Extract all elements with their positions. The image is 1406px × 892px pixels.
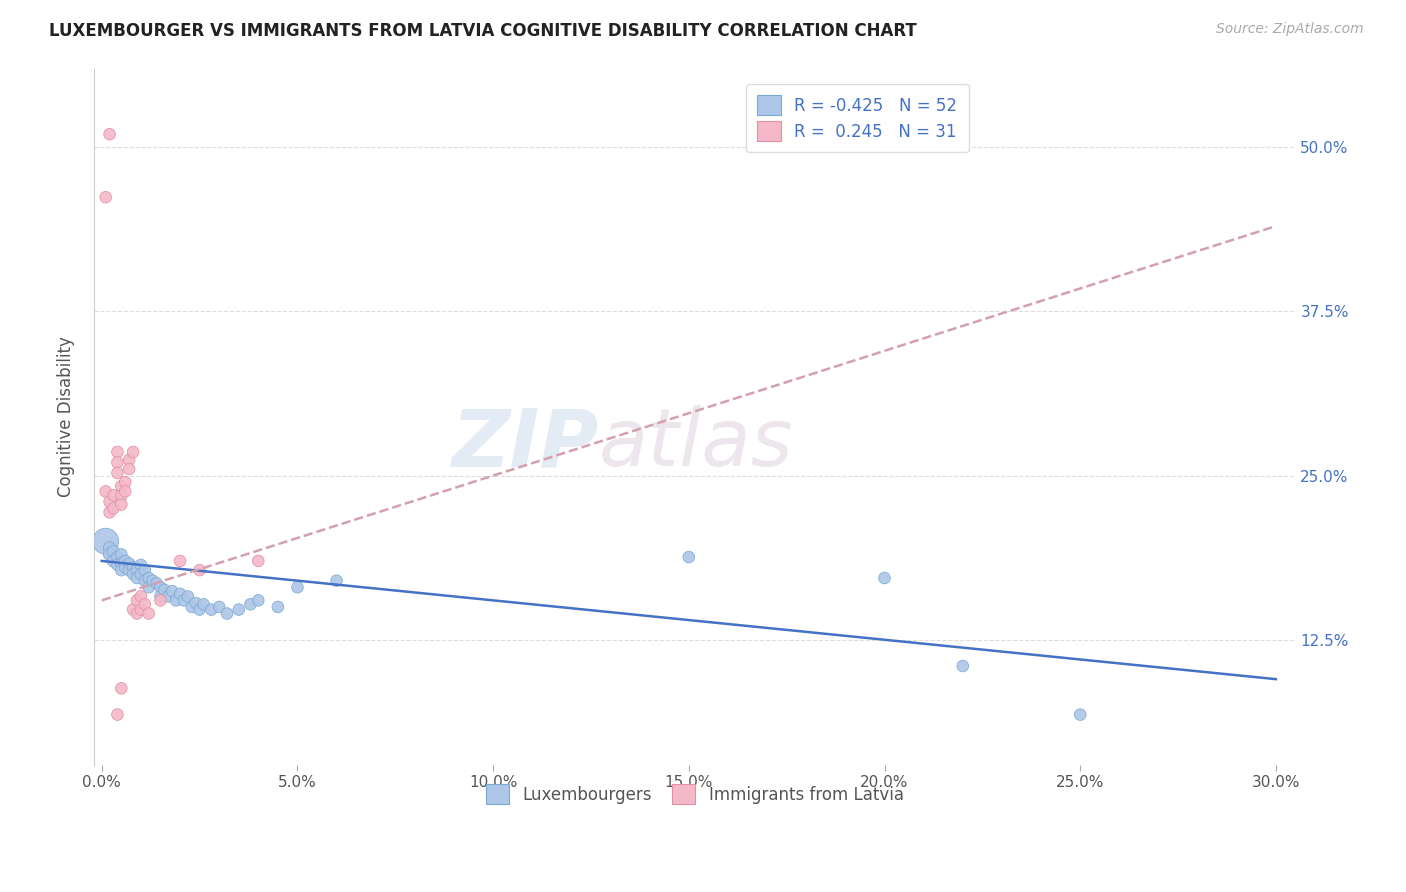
Point <box>134 563 156 577</box>
Point <box>188 563 211 577</box>
Point <box>110 498 132 512</box>
Point <box>98 127 121 141</box>
Point <box>173 593 195 607</box>
Point <box>952 659 974 673</box>
Point <box>200 602 222 616</box>
Point <box>184 596 207 610</box>
Point <box>142 574 165 588</box>
Point <box>94 484 117 499</box>
Point <box>98 548 121 562</box>
Point <box>153 582 176 597</box>
Point <box>118 563 141 577</box>
Point <box>103 488 125 502</box>
Point <box>110 488 132 502</box>
Point <box>107 549 129 564</box>
Point <box>325 574 347 588</box>
Point <box>287 580 309 594</box>
Point <box>98 495 121 509</box>
Point <box>122 560 145 574</box>
Point <box>107 558 129 572</box>
Point <box>114 554 136 568</box>
Point <box>125 607 148 621</box>
Point <box>129 602 152 616</box>
Point <box>118 557 141 571</box>
Point <box>114 475 136 490</box>
Point <box>149 590 172 604</box>
Point <box>103 501 125 516</box>
Point <box>107 455 129 469</box>
Point <box>678 549 700 564</box>
Point <box>114 560 136 574</box>
Point <box>110 681 132 696</box>
Point <box>165 593 187 607</box>
Point <box>110 557 132 571</box>
Point <box>107 466 129 480</box>
Point <box>122 567 145 582</box>
Point <box>169 554 191 568</box>
Text: Source: ZipAtlas.com: Source: ZipAtlas.com <box>1216 22 1364 37</box>
Point <box>215 607 238 621</box>
Point <box>138 580 160 594</box>
Point <box>98 505 121 519</box>
Point <box>169 587 191 601</box>
Point <box>208 599 231 614</box>
Point <box>149 580 172 594</box>
Point <box>122 602 145 616</box>
Point <box>180 599 202 614</box>
Point <box>160 584 183 599</box>
Point <box>1069 707 1091 722</box>
Point <box>157 590 180 604</box>
Point <box>110 479 132 493</box>
Point <box>134 574 156 588</box>
Point <box>110 563 132 577</box>
Point <box>138 571 160 585</box>
Point <box>114 484 136 499</box>
Point <box>129 558 152 572</box>
Point <box>138 607 160 621</box>
Point <box>107 707 129 722</box>
Point <box>129 590 152 604</box>
Point <box>267 599 290 614</box>
Point <box>103 554 125 568</box>
Point <box>94 534 117 549</box>
Point <box>110 548 132 562</box>
Point <box>118 453 141 467</box>
Point <box>125 571 148 585</box>
Point <box>122 445 145 459</box>
Point <box>94 190 117 204</box>
Point <box>188 602 211 616</box>
Point <box>118 462 141 476</box>
Point <box>107 445 129 459</box>
Point <box>873 571 896 585</box>
Point <box>125 593 148 607</box>
Point <box>125 563 148 577</box>
Text: atlas: atlas <box>599 405 793 483</box>
Point <box>103 545 125 559</box>
Point <box>228 602 250 616</box>
Point <box>193 597 215 611</box>
Text: ZIP: ZIP <box>451 405 599 483</box>
Point <box>247 554 270 568</box>
Point <box>145 576 167 591</box>
Point <box>149 593 172 607</box>
Point <box>129 567 152 582</box>
Text: LUXEMBOURGER VS IMMIGRANTS FROM LATVIA COGNITIVE DISABILITY CORRELATION CHART: LUXEMBOURGER VS IMMIGRANTS FROM LATVIA C… <box>49 22 917 40</box>
Point <box>239 597 262 611</box>
Point <box>98 541 121 555</box>
Point <box>247 593 270 607</box>
Point <box>134 597 156 611</box>
Y-axis label: Cognitive Disability: Cognitive Disability <box>58 336 75 497</box>
Legend: Luxembourgers, Immigrants from Latvia: Luxembourgers, Immigrants from Latvia <box>474 772 915 815</box>
Point <box>177 590 200 604</box>
